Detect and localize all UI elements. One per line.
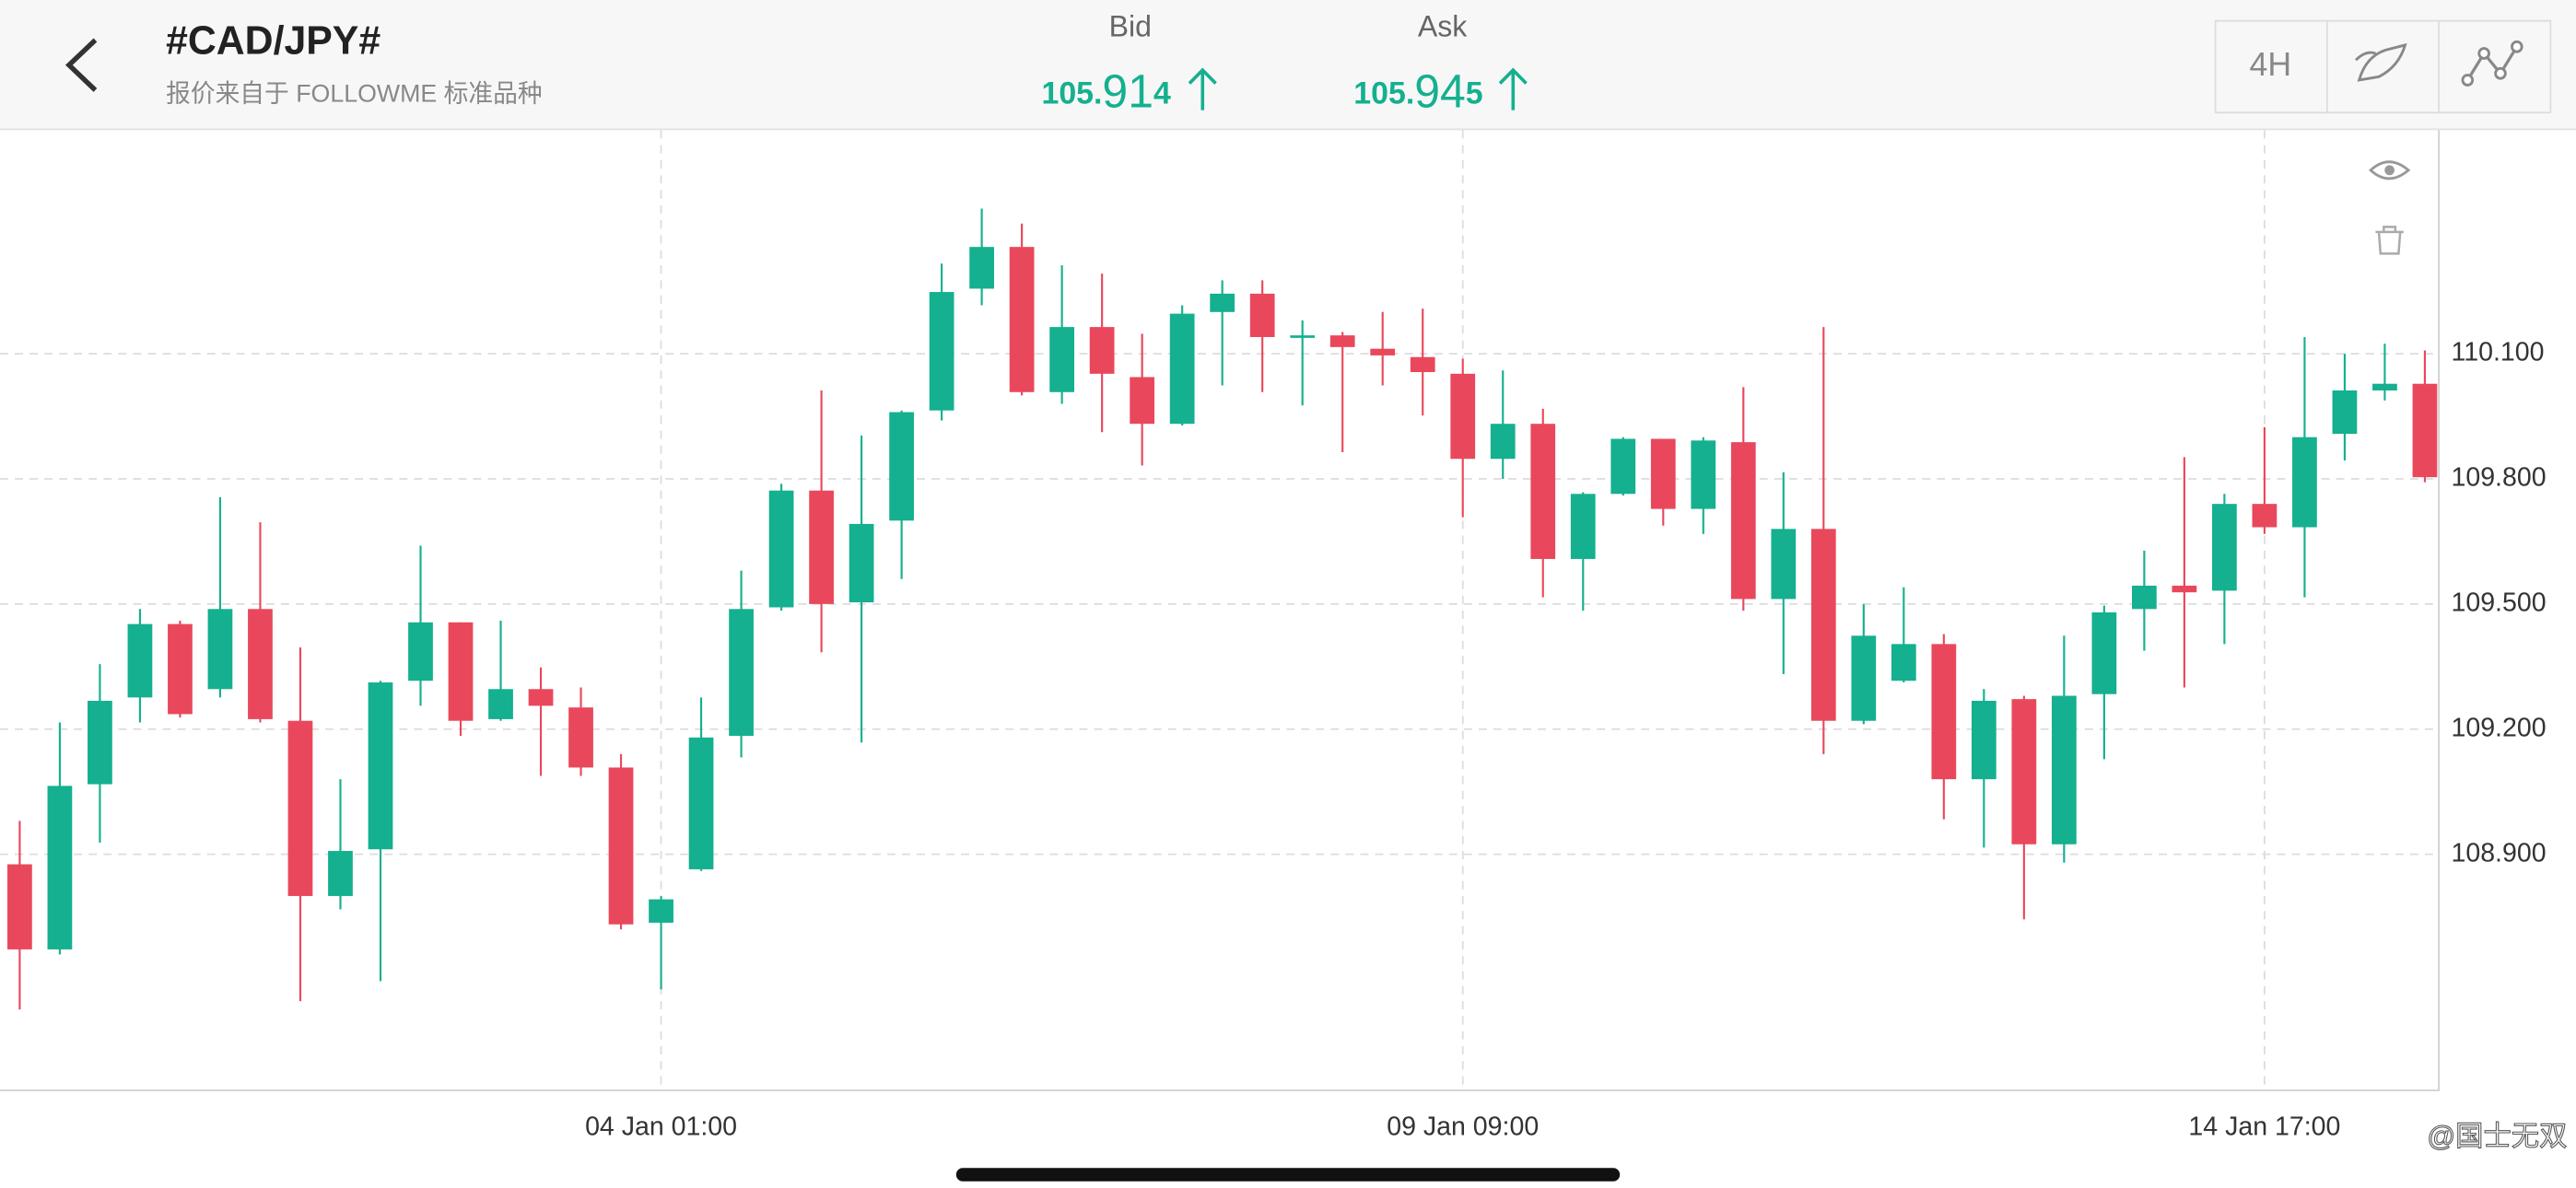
eye-button[interactable] [2368,160,2411,181]
y-tick-label: 109.800 [2451,462,2546,492]
candle-body [1931,644,1957,780]
candle-body [1130,377,1155,425]
candle-body [809,490,834,604]
delete-button[interactable] [2375,226,2404,255]
ask-price: 105.945 [1353,64,1482,117]
candle-body [2412,383,2438,478]
candle-body [1049,327,1075,392]
candle-body [1771,529,1797,600]
candle-body [889,412,914,521]
x-tick-label: 09 Jan 09:00 [1387,1112,1539,1141]
candle-body [2252,504,2277,528]
candle-body [248,609,273,719]
candle-body [1730,442,1756,600]
candle-body [1691,440,1716,509]
eye-pupil [2384,165,2395,176]
ask-label: Ask [1418,9,1468,42]
candle-body [1450,373,1476,460]
candle-body [448,622,474,721]
watermark: @国士无双 [2427,1121,2567,1152]
candle-body [1530,424,1556,559]
candle-body [2132,585,2157,610]
candle-body [2212,504,2237,591]
header-bar [0,0,2576,129]
candle-body [1971,700,1996,780]
candle-body [2292,437,2317,528]
candle-body [1169,313,1195,425]
bid-up-arrow [1188,67,1217,111]
indicator-dots [2461,40,2523,87]
home-indicator [955,1168,1621,1182]
candle-body [47,786,73,949]
candle-body [207,609,233,690]
bid-big: 91 [1102,64,1153,117]
x-tick-label: 14 Jan 17:00 [2188,1112,2340,1141]
candle-body [1650,438,1676,509]
candle-body [528,689,554,706]
ask-suffix: 5 [1466,76,1483,111]
bid-price: 105.914 [1042,64,1171,117]
candle-body [1810,529,1836,721]
y-tick-label: 110.100 [2451,338,2544,367]
y-tick-label: 109.200 [2451,713,2546,742]
candle-body [649,899,673,923]
ask-up-arrow [1498,67,1528,111]
bid-label: Bid [1109,9,1152,42]
candle-body [2011,699,2037,844]
candle-body [2372,383,2397,390]
quote-source: 报价来自于 FOLLOWME 标准品种 [166,79,543,107]
ask-big: 94 [1414,64,1466,117]
candle-body [2051,695,2077,844]
candle-body [1210,293,1235,312]
back-button[interactable] [64,38,98,92]
candle-body [1089,327,1115,374]
candle-body [127,623,153,698]
candle-body [408,622,433,681]
candle-body [88,700,112,785]
candle-body [1370,348,1396,355]
candle-body [729,609,754,737]
draw-tool-button[interactable] [2355,42,2407,82]
candle-body [1329,335,1355,347]
candle-body [368,682,393,850]
ask-prefix: 105. [1353,76,1414,111]
candle-body [2332,390,2358,435]
candle-body [2091,611,2117,694]
x-tick-label: 04 Jan 01:00 [585,1112,737,1141]
candle-body [969,247,994,289]
candle-body [1009,247,1035,392]
y-tick-label: 109.500 [2451,588,2546,617]
candle-body [1249,293,1275,337]
bid-suffix: 4 [1153,76,1171,111]
candle-body [1490,424,1516,460]
candle-body [929,292,954,411]
candle-body [1891,644,1916,681]
y-tick-label: 108.900 [2451,838,2546,868]
candle-body [688,737,714,869]
candle-body [568,707,593,768]
bid-prefix: 105. [1042,76,1103,111]
candle-body [608,767,634,925]
candle-body [168,623,193,715]
candle-body [768,490,794,608]
candle-body [287,720,313,896]
candle-body [7,864,32,949]
candle-body [849,523,874,603]
candle-body [1410,356,1435,373]
indicator-button[interactable] [2465,45,2519,81]
candle-body [1610,438,1636,495]
candle-body [1851,635,1877,721]
plot-area: 108.900 109.200 109.500 109.800 110.100 04 Ja… [0,130,2547,1141]
candle-body [488,689,513,719]
candle-body [1570,494,1596,559]
symbol-title: #CAD/JPY# [166,18,381,63]
candle-body [328,851,353,896]
timeframe-button[interactable]: 4H [2250,45,2292,83]
candle-body [2172,585,2197,593]
candle-body [1290,335,1316,338]
